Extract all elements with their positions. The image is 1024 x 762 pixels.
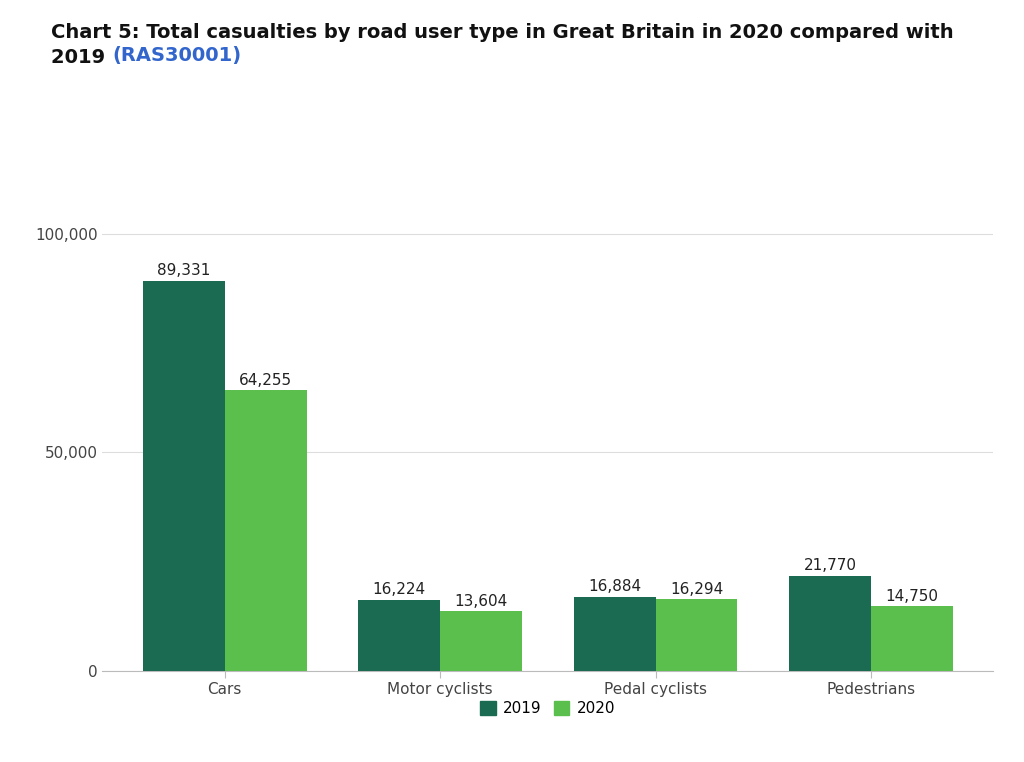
Text: 14,750: 14,750 [886,588,938,604]
Bar [871,607,952,671]
Text: 21,770: 21,770 [804,558,856,573]
Text: Chart 5: Total casualties by road user type in Great Britain in 2020 compared wi: Chart 5: Total casualties by road user t… [51,23,953,67]
Text: 16,224: 16,224 [373,582,426,597]
Bar [143,280,224,671]
Text: 13,604: 13,604 [455,594,508,609]
Bar [655,600,737,671]
Bar [358,600,440,671]
Bar [440,611,522,671]
Text: 16,294: 16,294 [670,582,723,597]
Text: 89,331: 89,331 [157,263,211,278]
Bar [573,597,655,671]
Text: (RAS30001): (RAS30001) [112,46,242,66]
Text: 64,255: 64,255 [240,373,292,388]
Bar [790,575,871,671]
Legend: 2019, 2020: 2019, 2020 [476,696,620,721]
Text: 16,884: 16,884 [588,579,641,594]
Bar [224,390,306,671]
